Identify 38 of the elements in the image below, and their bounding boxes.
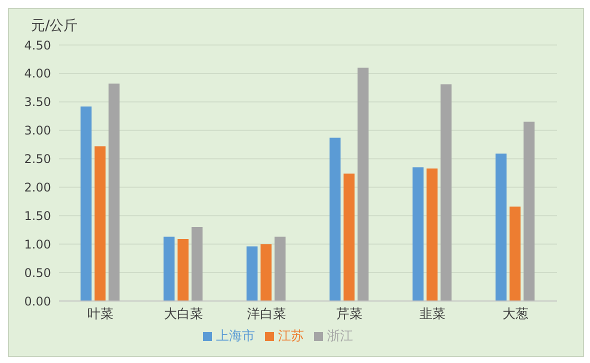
bar	[192, 227, 203, 301]
bar	[440, 84, 452, 301]
legend-label: 上海市	[216, 329, 255, 344]
bar	[412, 167, 424, 301]
legend-label: 浙江	[327, 329, 353, 344]
bar	[80, 106, 92, 301]
bar	[496, 154, 507, 301]
y-axis-title: 元/公斤	[31, 17, 78, 35]
bar	[178, 238, 189, 301]
x-tick-label: 大白菜	[164, 307, 203, 322]
bar	[524, 122, 535, 301]
y-tick-label: 3.00	[24, 124, 51, 138]
bar	[164, 236, 175, 301]
bar	[260, 244, 272, 301]
legend-label: 江苏	[278, 329, 304, 344]
y-tick-label: 4.50	[24, 38, 51, 52]
x-tick-label: 韭菜	[420, 307, 446, 322]
bar	[246, 246, 258, 301]
x-tick-label: 洋白菜	[247, 307, 286, 322]
bar	[94, 146, 106, 301]
y-tick-label: 0.00	[24, 294, 51, 308]
y-tick-label: 4.00	[24, 66, 51, 81]
bar	[510, 206, 521, 301]
bar	[358, 68, 369, 301]
bar	[330, 138, 341, 301]
x-tick-label: 大葱	[502, 307, 528, 322]
y-tick-label: 0.50	[24, 266, 51, 280]
x-tick-label: 叶菜	[88, 307, 114, 322]
x-tick-label: 芹菜	[336, 307, 362, 322]
bar	[274, 236, 286, 301]
y-tick-label: 2.00	[24, 180, 51, 194]
bar	[344, 174, 355, 301]
y-tick-label: 1.00	[24, 237, 51, 252]
y-tick-label: 2.50	[24, 152, 51, 166]
bar	[108, 84, 120, 301]
y-tick-label: 1.50	[24, 208, 51, 223]
bar	[426, 168, 438, 301]
y-tick-label: 3.50	[24, 95, 51, 110]
